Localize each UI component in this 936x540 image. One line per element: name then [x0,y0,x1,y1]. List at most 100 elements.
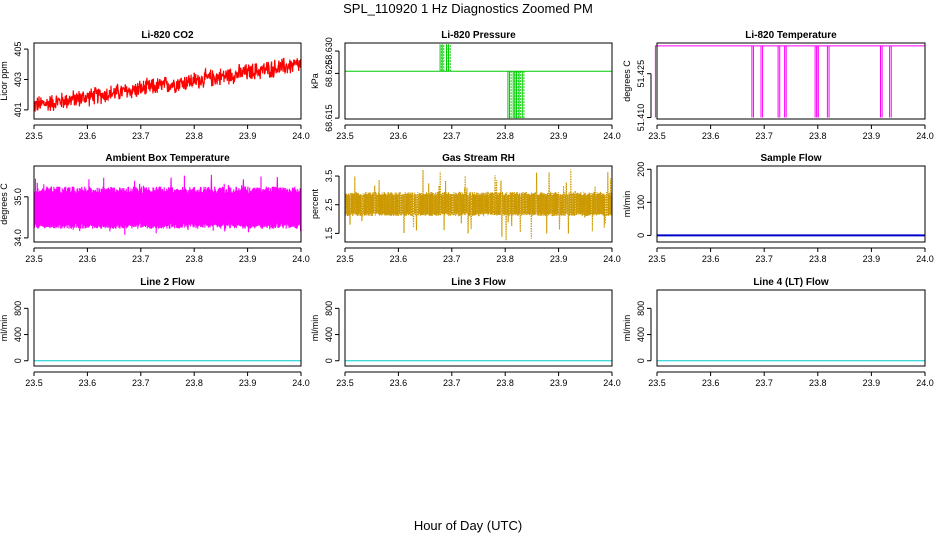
y-axis-label: Licor ppm [0,61,9,101]
x-tick-label: 24.0 [292,378,310,388]
x-tick-label: 23.6 [79,131,97,141]
panel-2: Li-820 Pressure 23.5 23.6 23.7 23.8 23.9 24.0 6… [310,30,621,141]
x-tick-label: 23.7 [132,254,150,264]
y-tick-label: 34.0 [13,229,23,247]
x-tick-label: 23.8 [496,254,514,264]
y-axis-label: percent [310,188,320,219]
y-tick-label: 51.410 [636,104,646,132]
panel-3: Li-820 Temperature 23.5 23.6 23.7 23.8 23.9 24… [622,30,934,141]
y-tick-label: 800 [324,301,334,316]
x-tick-label: 23.6 [390,131,408,141]
y-axis-label: kPa [310,73,320,89]
y-axis-label: degrees C [622,60,632,102]
panel-7: Line 2 Flow 23.5 23.6 23.7 23.8 23.9 24.0 0 400 8… [0,277,310,388]
x-tick-label: 23.6 [702,131,720,141]
x-tick-label: 23.5 [336,378,354,388]
x-tick-label: 23.8 [185,378,203,388]
y-tick-label: 0 [324,358,334,363]
panel-4: Ambient Box Temperature 23.5 23.6 23.7 23.8 2… [0,153,310,264]
plot-frame [656,42,926,120]
panel-1: Li-820 CO2 23.5 23.6 23.7 23.8 23.9 24.0 401 403… [0,30,310,141]
panel-6: Sample Flow 23.5 23.6 23.7 23.8 23.9 24.0 0 100 2… [622,153,934,264]
y-tick-label: 3.5 [324,170,334,183]
x-tick-label: 23.9 [239,254,257,264]
panel-title: Line 4 (LT) Flow [753,277,829,288]
y-tick-label: 68.630 [324,37,334,65]
x-tick-label: 23.5 [648,254,666,264]
y-axis-label: ml/min [0,315,9,342]
y-tick-label: 400 [636,327,646,342]
y-tick-label: 400 [13,327,23,342]
y-tick-label: 0 [636,358,646,363]
plot-frame [344,165,613,243]
x-tick-label: 24.0 [603,131,621,141]
x-tick-label: 23.5 [25,131,43,141]
x-tick-label: 23.5 [648,131,666,141]
y-tick-label: 51.425 [636,60,646,88]
main-title: SPL_110920 1 Hz Diagnostics Zoomed PM [343,1,593,16]
x-tick-label: 23.5 [336,131,354,141]
x-tick-label: 23.9 [863,254,881,264]
x-tick-label: 24.0 [603,254,621,264]
x-tick-label: 23.6 [390,378,408,388]
series-line [33,57,302,112]
x-tick-label: 23.9 [239,131,257,141]
x-tick-label: 23.6 [79,378,97,388]
y-tick-label: 2.5 [324,198,334,211]
y-tick-label: 403 [13,72,23,87]
panel-title: Li-820 Pressure [441,30,516,41]
y-tick-label: 200 [636,162,646,177]
x-tick-label: 23.9 [239,378,257,388]
x-tick-label: 23.8 [809,131,827,141]
x-tick-label: 23.8 [809,378,827,388]
x-tick-label: 23.6 [702,254,720,264]
x-tick-label: 24.0 [603,378,621,388]
x-tick-label: 23.7 [443,254,461,264]
series-line [654,45,925,118]
x-tick-label: 23.6 [79,254,97,264]
series-line [33,174,302,235]
panel-5: Gas Stream RH 23.5 23.6 23.7 23.8 23.9 24.0 1.5… [310,153,621,264]
y-tick-label: 68.615 [324,104,334,132]
x-tick-label: 23.8 [185,131,203,141]
plot-frame [33,42,302,120]
x-tick-label: 23.8 [185,254,203,264]
x-tick-label: 23.8 [809,254,827,264]
plot-frame [656,165,926,243]
x-tick-label: 23.7 [755,254,773,264]
x-tick-label: 23.7 [443,131,461,141]
x-axis-label: Hour of Day (UTC) [413,518,523,533]
x-tick-label: 23.9 [550,378,568,388]
x-tick-label: 23.7 [755,131,773,141]
y-tick-label: 401 [13,102,23,117]
panel-title: Li-820 Temperature [745,30,837,41]
y-tick-label: 0 [13,358,23,363]
y-tick-label: 800 [13,301,23,316]
x-tick-label: 23.9 [550,254,568,264]
x-tick-label: 23.5 [25,378,43,388]
x-tick-label: 24.0 [916,378,934,388]
x-tick-label: 23.9 [863,131,881,141]
panel-title: Gas Stream RH [442,153,515,164]
panel-title: Li-820 CO2 [141,30,194,41]
y-axis-label: ml/min [622,315,632,342]
y-axis-label: ml/min [622,191,632,218]
x-tick-label: 23.7 [132,131,150,141]
plot-frame [344,42,613,120]
y-axis-label: ml/min [310,315,320,342]
x-tick-label: 23.7 [132,378,150,388]
x-tick-label: 23.9 [550,131,568,141]
x-tick-label: 24.0 [292,131,310,141]
y-tick-label: 68.625 [324,60,334,88]
panel-title: Ambient Box Temperature [105,153,230,164]
y-tick-label: 0 [636,233,646,238]
panel-9: Line 4 (LT) Flow 23.5 23.6 23.7 23.8 23.9 24.0… [622,277,934,388]
x-tick-label: 24.0 [916,131,934,141]
x-tick-label: 24.0 [292,254,310,264]
x-tick-label: 23.6 [702,378,720,388]
plot-frame [33,289,302,367]
y-tick-label: 405 [13,42,23,57]
plot-frame [344,289,613,367]
x-tick-label: 23.7 [443,378,461,388]
